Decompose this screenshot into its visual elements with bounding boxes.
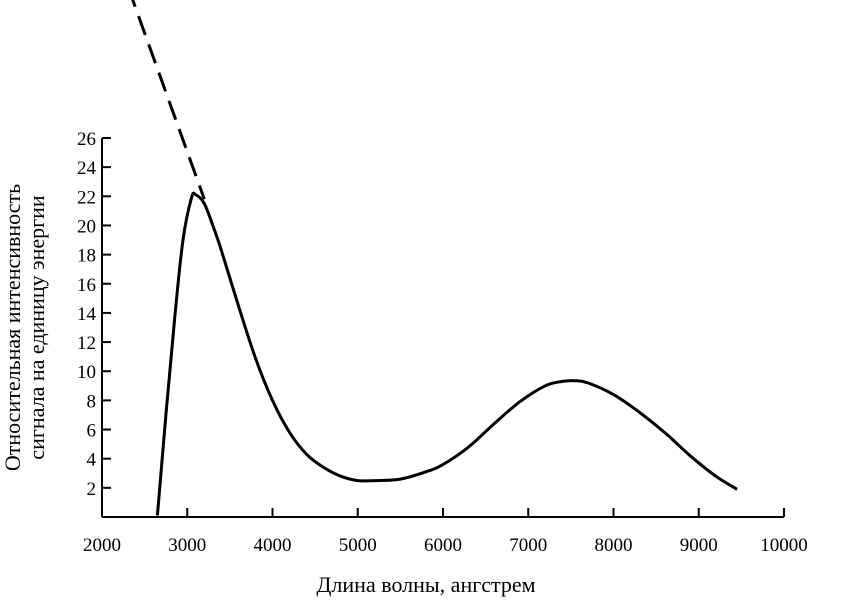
y-tick-label: 18 <box>77 246 96 267</box>
x-tick-label: 5000 <box>339 535 377 556</box>
y-tick-label: 4 <box>87 450 97 471</box>
x-tick-label: 10000 <box>760 535 808 556</box>
y-tick-label: 6 <box>87 421 97 442</box>
y-tick-label: 2 <box>87 479 97 500</box>
y-axis-title-line-1: Относительная интенсивность <box>0 184 25 471</box>
spectrum-curve <box>155 191 738 516</box>
x-tick-label: 8000 <box>595 535 633 556</box>
y-tick-label: 24 <box>77 158 97 179</box>
y-tick-label: 20 <box>77 216 96 237</box>
x-ticks: 2000 3000 4000 5000 6000 7000 8000 9000 10000 <box>83 508 808 556</box>
y-tick-label: 10 <box>77 362 96 383</box>
y-tick-label: 22 <box>77 187 96 208</box>
x-tick-label: 3000 <box>168 535 206 556</box>
y-tick-label: 26 <box>77 129 96 150</box>
x-tick-label: 2000 <box>83 535 121 556</box>
y-axis-title-line-2: сигнала на единицу энергии <box>24 195 49 460</box>
series-layer <box>131 0 738 516</box>
x-tick-label: 9000 <box>680 535 718 556</box>
x-tick-label: 4000 <box>254 535 292 556</box>
y-tick-label: 8 <box>87 391 97 412</box>
x-tick-label: 6000 <box>424 535 462 556</box>
y-tick-label: 12 <box>77 333 96 354</box>
x-tick-label: 7000 <box>509 535 547 556</box>
y-tick-label: 14 <box>77 304 97 325</box>
extrapolation-dashed-line <box>131 0 206 200</box>
y-tick-label: 16 <box>77 275 96 296</box>
x-axis-title: Длина волны, ангстрем <box>316 572 535 597</box>
